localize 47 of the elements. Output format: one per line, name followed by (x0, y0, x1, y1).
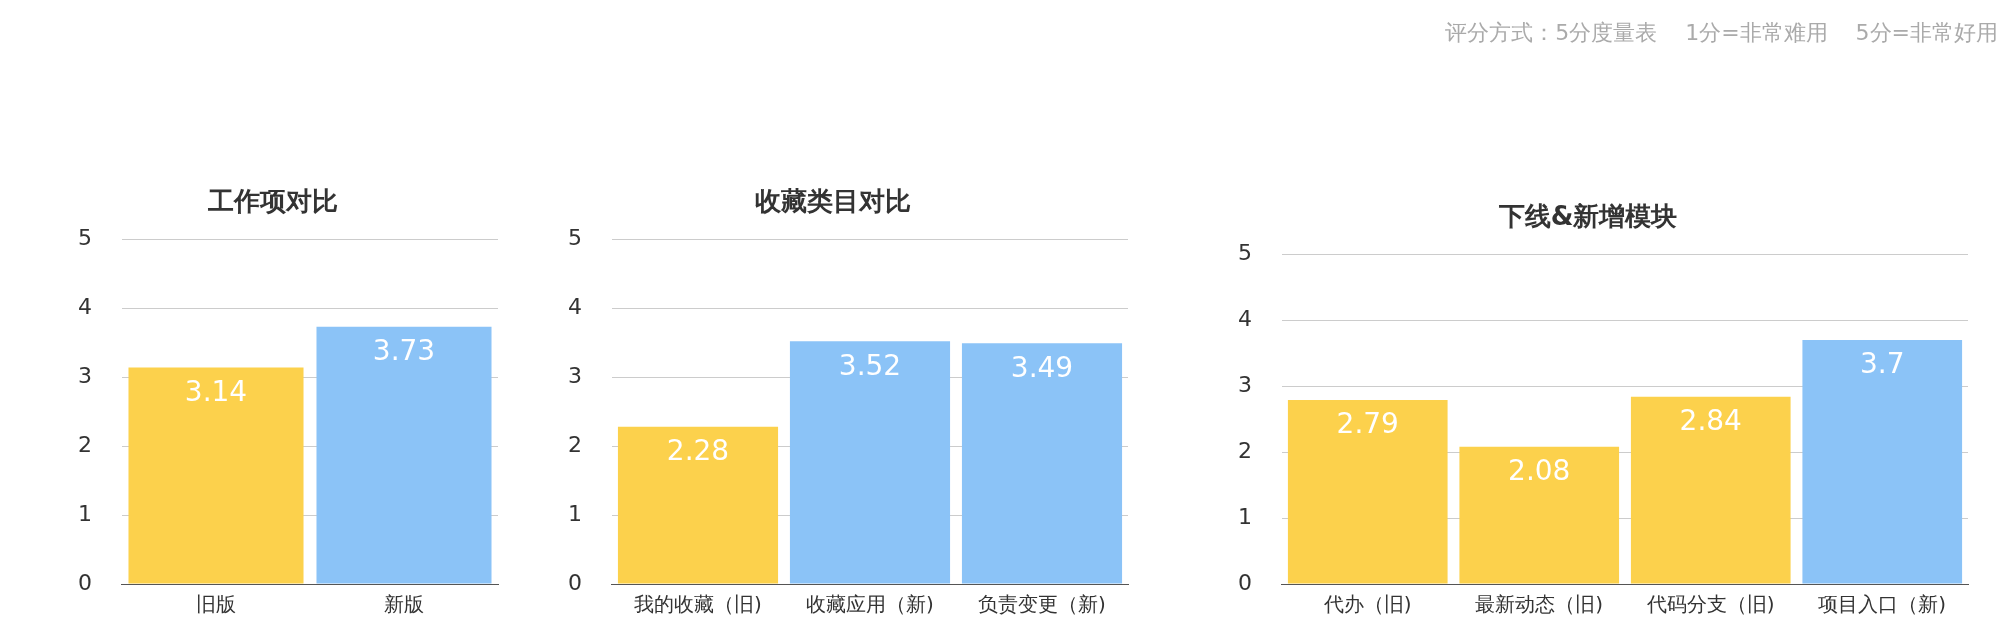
data-label: 3.49 (1010, 350, 1074, 384)
chart-title: 下线&新增模块 (1497, 201, 1678, 232)
y-tick-label: 1 (1238, 503, 1252, 529)
y-tick-label: 4 (78, 293, 92, 319)
bar (789, 341, 951, 584)
y-tick-label: 5 (1238, 239, 1252, 265)
x-tick-label: 负责变更（新) (978, 592, 1106, 617)
x-tick-label: 代码分支（旧) (1645, 592, 1775, 617)
y-tick-label: 0 (78, 569, 92, 595)
data-label: 3.7 (1859, 347, 1905, 381)
data-label: 2.28 (666, 434, 730, 468)
chart-title: 工作项对比 (207, 186, 338, 217)
data-label: 2.79 (1336, 407, 1399, 441)
y-tick-label: 4 (568, 293, 582, 319)
y-tick-label: 5 (568, 224, 582, 250)
bar (1287, 399, 1448, 584)
y-tick-label: 3 (568, 362, 582, 388)
y-tick-label: 0 (1238, 569, 1252, 595)
chart-title: 收藏类目对比 (755, 186, 911, 217)
data-label: 2.08 (1508, 454, 1571, 488)
y-tick-label: 2 (568, 431, 582, 457)
y-tick-label: 1 (568, 500, 582, 526)
x-tick-label: 收藏应用（新) (806, 592, 934, 617)
y-tick-label: 5 (78, 224, 92, 250)
data-label: 3.73 (372, 334, 436, 368)
y-tick-label: 3 (78, 362, 92, 388)
y-tick-label: 4 (1238, 305, 1252, 331)
x-tick-label: 项目入口（新) (1818, 592, 1947, 617)
x-tick-label: 最新动态（旧) (1475, 592, 1604, 617)
bar (617, 426, 779, 584)
y-tick-label: 0 (568, 569, 582, 595)
y-tick-label: 2 (78, 431, 92, 457)
y-tick-label: 2 (1238, 437, 1252, 463)
bar (1630, 396, 1791, 584)
x-tick-label: 旧版 (196, 592, 236, 617)
data-label: 3.14 (184, 374, 248, 408)
y-tick-label: 3 (1238, 371, 1252, 397)
bar (1802, 339, 1963, 584)
x-tick-label: 我的收藏（旧) (634, 592, 762, 617)
y-tick-label: 1 (78, 500, 92, 526)
text: 评分方式：5分度量表 1分=非常难用 5分=非常好用 (1445, 19, 1998, 47)
x-tick-label: 代办（旧) (1322, 592, 1412, 617)
bar (961, 343, 1123, 584)
bar (1459, 446, 1620, 584)
data-label: 3.52 (838, 348, 902, 382)
x-tick-label: 新版 (384, 592, 424, 617)
data-label: 2.84 (1679, 403, 1742, 437)
